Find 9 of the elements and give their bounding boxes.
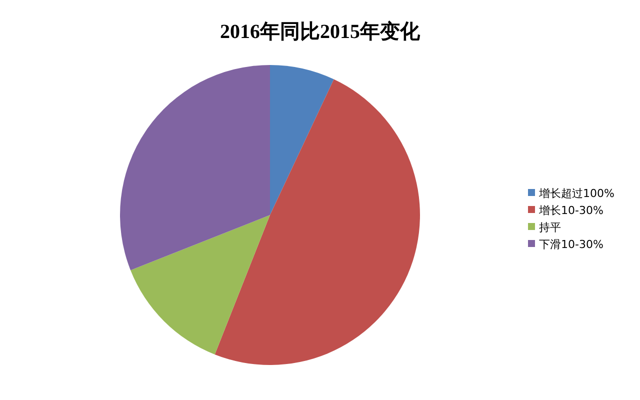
legend-label: 增长超过100% [538, 187, 614, 200]
pie-slice [130, 215, 270, 354]
pie-slice [120, 65, 270, 270]
legend-label: 下滑10-30% [539, 238, 604, 251]
chart-title: 2016年同比2015年变化 [220, 20, 421, 43]
legend-label: 增长10-30% [538, 204, 604, 217]
pie-slice [214, 79, 420, 365]
pie-slice [270, 65, 334, 215]
legend-label: 持平 [539, 221, 561, 234]
